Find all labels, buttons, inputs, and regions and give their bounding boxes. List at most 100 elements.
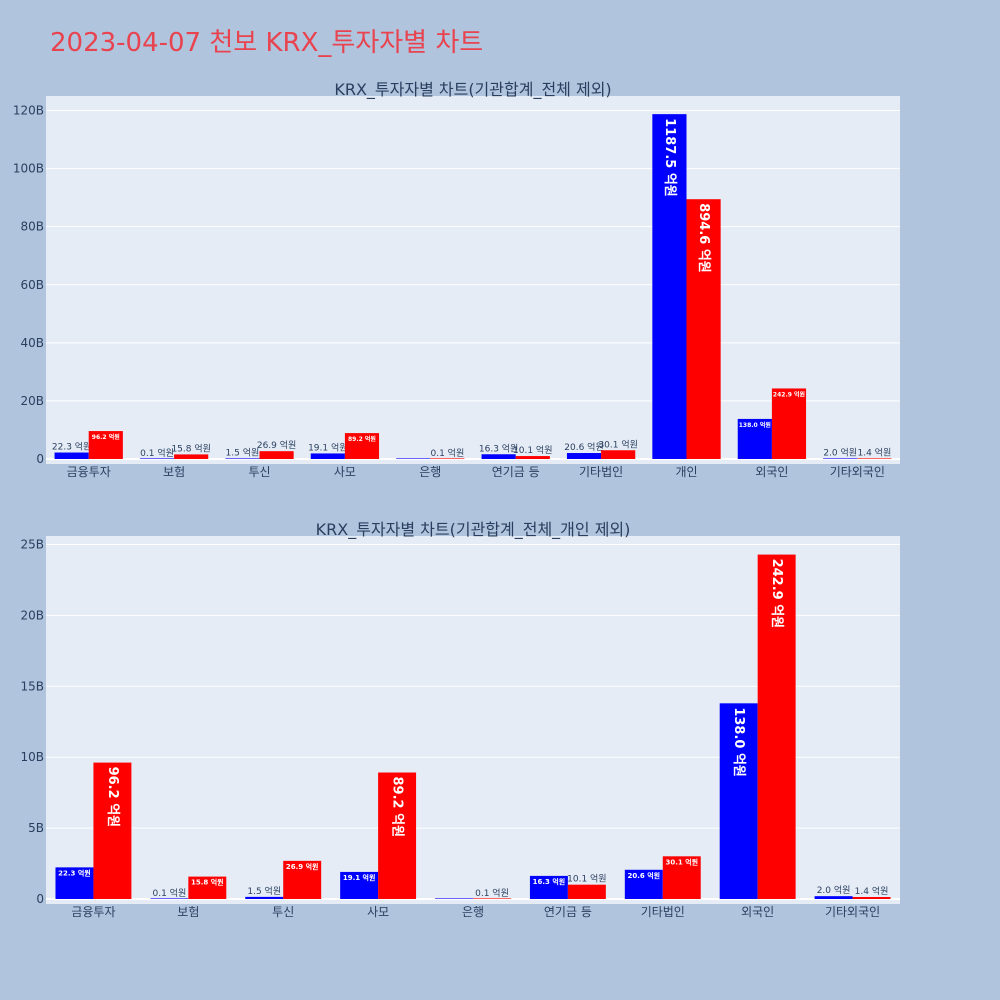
data-label: 10.1 억원: [567, 873, 606, 885]
data-label: 2.0 억원: [823, 446, 857, 458]
data-label: 0.1 억원: [140, 447, 174, 459]
x-tick-label: 연기금 등: [544, 905, 592, 919]
data-label: 16.3 억원: [479, 442, 518, 454]
data-label: 0.1 억원: [152, 887, 186, 899]
buy-bar: [340, 871, 379, 899]
y-tick-label: 60B: [20, 278, 44, 292]
chart-subtitle: KRX_투자자별 차트(기관합계_전체_개인 제외): [316, 520, 631, 540]
sell-bar: [601, 450, 636, 459]
sell-bar: [88, 431, 123, 459]
y-tick-label: 120B: [13, 104, 44, 118]
sell-bar: [259, 451, 294, 459]
data-label: 19.1 억원: [343, 873, 376, 882]
buy-bar: [823, 458, 858, 459]
sell-bar: [188, 876, 227, 899]
data-label: 20.6 억원: [564, 441, 603, 453]
data-label: 26.9 억원: [286, 862, 319, 871]
data-label: 1187.5 억원: [662, 118, 677, 197]
buy-bar: [139, 458, 175, 459]
sell-bar: [852, 897, 891, 899]
x-tick-label: 투신: [272, 905, 294, 919]
data-label: 26.9 억원: [257, 439, 296, 451]
sell-bar: [473, 898, 511, 899]
plot-area: [46, 96, 900, 464]
y-tick-label: 5B: [28, 821, 44, 835]
y-tick-label: 15B: [20, 679, 44, 693]
data-label: 30.1 억원: [598, 438, 637, 450]
buy-bar: [396, 458, 431, 459]
x-tick-label: 보험: [177, 905, 199, 919]
x-tick-label: 연기금 등: [492, 465, 540, 479]
sell-bar: [771, 388, 807, 459]
data-label: 894.6 억원: [696, 203, 711, 273]
page-title: 2023-04-07 천보 KRX_투자자별 차트: [50, 28, 484, 58]
x-tick-label: 기타법인: [641, 905, 685, 919]
data-label: 138.0 억원: [731, 707, 746, 777]
data-label: 96.2 억원: [92, 433, 120, 441]
buy-bar: [814, 896, 853, 899]
buy-bar: [435, 898, 473, 899]
sell-bar: [430, 458, 465, 459]
x-tick-label: 외국인: [741, 905, 774, 919]
x-tick-label: 기타외국인: [825, 905, 880, 919]
sell-bar: [662, 856, 701, 899]
buy-bar: [245, 896, 284, 899]
buy-bar: [529, 875, 568, 899]
x-tick-label: 개인: [675, 465, 697, 479]
data-label: 19.1 억원: [308, 441, 347, 453]
buy-bar: [54, 452, 89, 459]
data-label: 0.1 억원: [475, 887, 509, 899]
data-label: 1.4 억원: [855, 885, 889, 897]
y-tick-label: 80B: [20, 220, 44, 234]
x-tick-label: 은행: [419, 464, 441, 479]
data-label: 96.2 억원: [105, 767, 120, 828]
x-tick-label: 사모: [334, 465, 356, 479]
data-label: 1.5 억원: [226, 447, 260, 459]
data-label: 89.2 억원: [348, 435, 376, 443]
sell-bar: [344, 433, 380, 459]
y-tick-label: 10B: [20, 750, 44, 764]
buy-bar: [737, 418, 772, 459]
sell-bar: [757, 554, 796, 899]
data-label: 10.1 억원: [513, 444, 552, 456]
y-tick-label: 20B: [20, 608, 44, 622]
buy-bar: [624, 869, 663, 899]
data-label: 242.9 억원: [769, 559, 784, 629]
y-tick-label: 40B: [20, 336, 44, 350]
data-label: 2.0 억원: [817, 884, 851, 896]
buy-bar: [55, 867, 94, 899]
sell-bar: [567, 884, 606, 899]
data-label: 22.3 억원: [58, 868, 91, 877]
y-tick-label: 0: [36, 452, 44, 466]
data-label: 16.3 억원: [533, 877, 566, 886]
data-label: 89.2 억원: [390, 777, 405, 838]
data-label: 1.4 억원: [858, 447, 892, 459]
sell-bar: [283, 860, 322, 899]
y-tick-label: 20B: [20, 394, 44, 408]
chart-subtitle: KRX_투자자별 차트(기관합계_전체 제외): [334, 80, 611, 100]
buy-bar: [150, 898, 189, 899]
buy-bar: [719, 703, 758, 899]
y-tick-label: 100B: [13, 162, 44, 176]
data-label: 242.9 억원: [773, 390, 805, 398]
x-tick-label: 투신: [248, 465, 270, 479]
x-tick-label: 외국인: [755, 465, 788, 479]
y-tick-label: 0: [36, 892, 44, 906]
data-label: 1.5 억원: [247, 885, 281, 897]
data-label: 0.1 억원: [431, 447, 465, 459]
sell-bar: [174, 454, 209, 459]
sell-bar: [93, 762, 132, 899]
y-tick-label: 25B: [20, 538, 44, 552]
buy-bar: [481, 454, 516, 459]
buy-bar: [225, 458, 260, 459]
data-label: 138.0 억원: [739, 421, 771, 429]
x-tick-label: 기타법인: [579, 465, 623, 479]
sell-bar: [515, 456, 550, 459]
data-label: 30.1 억원: [665, 857, 698, 866]
buy-bar: [566, 453, 602, 459]
x-tick-label: 사모: [367, 905, 389, 919]
buy-bar: [310, 453, 345, 459]
buy-bar: [652, 114, 687, 460]
data-label: 22.3 억원: [52, 441, 91, 453]
